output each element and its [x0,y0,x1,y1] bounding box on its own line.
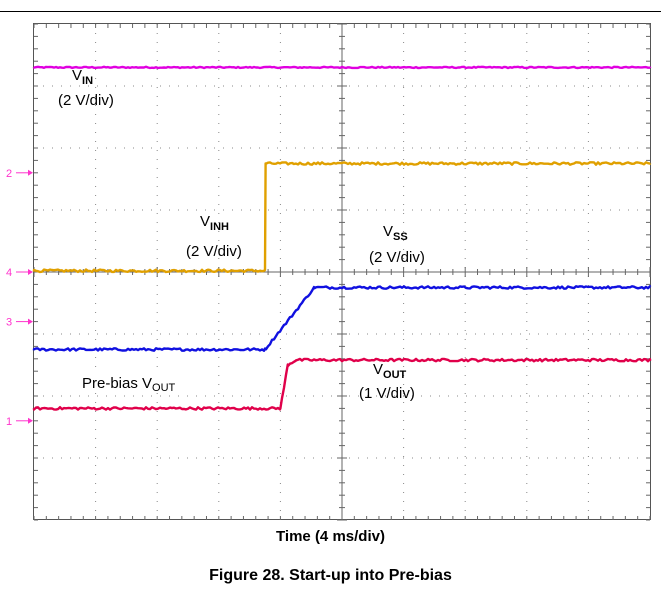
label-vinh-scale: (2 V/div) [186,243,242,260]
channel-marker-label: 2 [6,168,12,180]
channel-marker-label: 4 [6,267,12,279]
label-vin: VIN [72,67,93,87]
channel-marker-arrowhead [28,417,33,424]
annotation-bg [79,372,217,392]
plot-grid [33,23,651,521]
channel-marker-arrowhead [28,269,33,275]
label-vin-scale: (2 V/div) [58,92,114,109]
annotation-prebias: Pre-bias VOUT [82,375,176,394]
channel-marker-label: 1 [6,416,12,428]
channel-marker-label: 3 [6,317,12,329]
trace-vout [32,357,652,411]
x-axis-label: Time (4 ms/div) [276,528,385,545]
traces [32,65,652,411]
oscilloscope-plot: 2 4 3 1 VIN (2 V/div) VINH (2 V/div) VSS (2 V/di… [6,23,652,521]
channel-markers: 2 4 3 1 [6,168,33,428]
trace-labels: VIN (2 V/div) VINH (2 V/div) VSS (2 V/div) VOU… [58,67,425,402]
trace-vinh [32,161,652,274]
trace-vss [32,285,652,352]
label-vss-scale: (2 V/div) [369,249,425,266]
label-vinh: VINH [200,213,229,233]
figure-caption: Figure 28. Start-up into Pre-bias [209,567,452,584]
label-vss: VSS [383,223,408,243]
label-vout: VOUT [373,361,407,381]
label-vout-scale: (1 V/div) [359,385,415,402]
trace-vin [32,65,652,70]
channel-marker-arrowhead [28,318,33,325]
channel-marker-arrowhead [28,169,33,176]
top-rule [0,11,661,12]
